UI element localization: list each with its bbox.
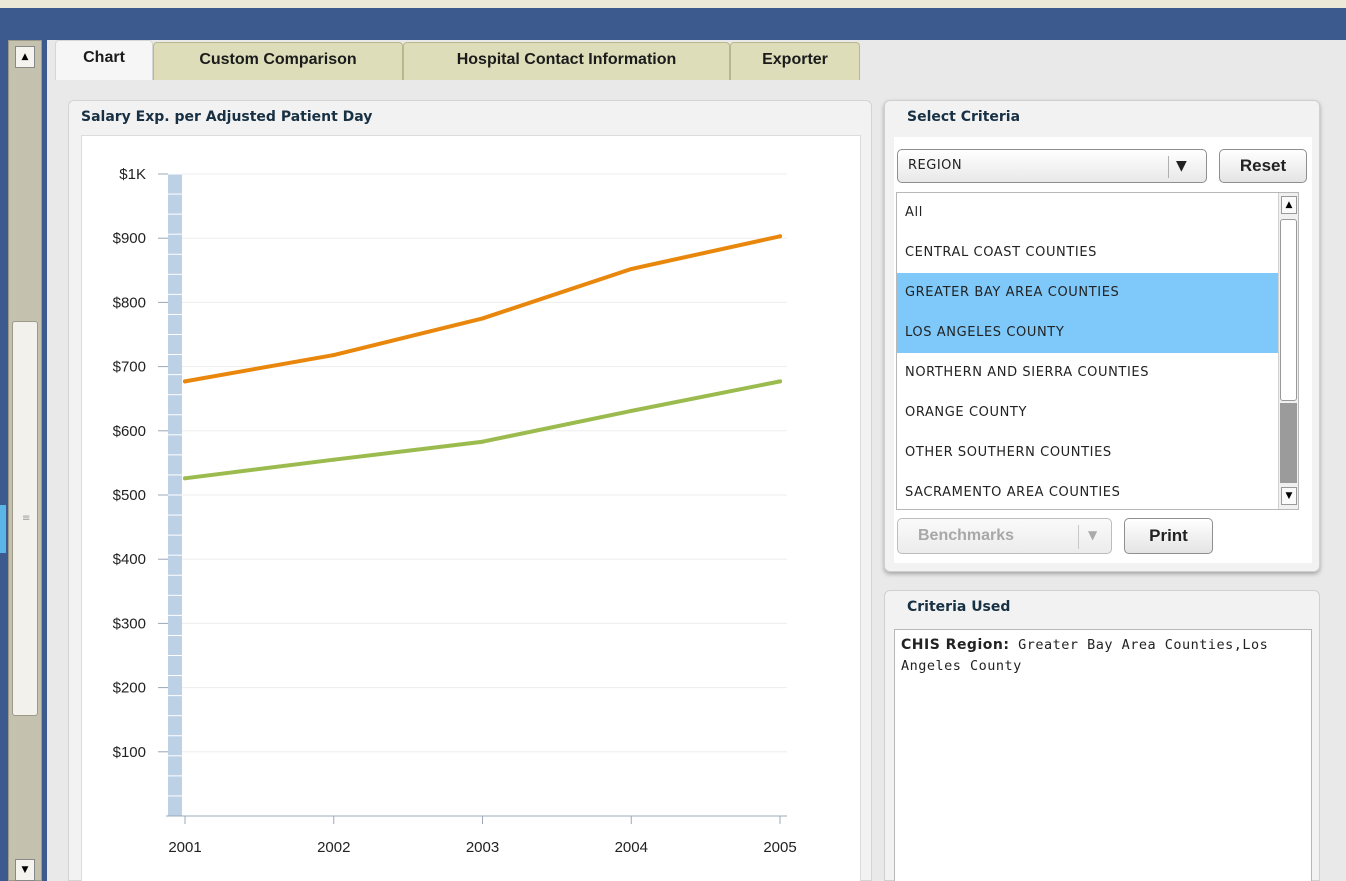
region-list[interactable]: All CENTRAL COAST COUNTIES GREATER BAY A… (896, 192, 1299, 510)
grip-icon: ≡ (22, 513, 31, 524)
select-criteria-title: Select Criteria (907, 109, 1021, 125)
y-tick-label: $500 (113, 487, 146, 504)
list-item-greater-bay-area-counties[interactable]: GREATER BAY AREA COUNTIES (897, 273, 1281, 313)
list-scroll-up-arrow-icon[interactable]: ▲ (1281, 196, 1297, 214)
left-accent-bar (0, 505, 6, 553)
list-scrollbar[interactable]: ▲ ▼ (1278, 193, 1298, 509)
list-item-orange-county[interactable]: ORANGE COUNTY (905, 405, 1028, 420)
y-tick-label: $700 (113, 359, 146, 376)
scroll-up-arrow-icon[interactable]: ▲ (15, 46, 35, 68)
series-1-point (480, 316, 485, 321)
x-tick-label: 2004 (615, 839, 648, 856)
y-tick-label: $800 (113, 294, 146, 311)
list-item-northern-and-sierra-counties[interactable]: NORTHERN AND SIERRA COUNTIES (905, 365, 1150, 380)
series-1-point (629, 267, 634, 272)
x-tick-label: 2002 (317, 839, 350, 856)
tab-chart[interactable]: Chart (55, 40, 153, 80)
criteria-used-body: CHIS Region: Greater Bay Area Counties,L… (894, 629, 1312, 881)
list-item-sacramento-area-counties[interactable]: SACRAMENTO AREA COUNTIES (905, 485, 1121, 500)
list-scroll-down-arrow-icon[interactable]: ▼ (1281, 487, 1297, 505)
print-button[interactable]: Print (1124, 518, 1213, 554)
list-item-all[interactable]: All (905, 205, 923, 220)
series-2-point (778, 379, 782, 384)
series-line-2 (183, 379, 782, 481)
series-2-point (331, 457, 336, 462)
window-top-band (0, 0, 1346, 8)
series-2-point (629, 408, 634, 413)
benchmarks-separator (1078, 525, 1079, 549)
select-criteria-body: REGION ▼ Reset All CENTRAL COAST COUNTIE… (894, 137, 1312, 563)
list-scrollbar-track (1280, 403, 1297, 483)
region-dropdown-value: REGION (908, 158, 963, 173)
list-item-other-southern-counties[interactable]: OTHER SOUTHERN COUNTIES (905, 445, 1112, 460)
select-criteria-panel: Select Criteria REGION ▼ Reset All CENTR… (884, 100, 1320, 572)
list-scrollbar-thumb[interactable] (1280, 219, 1297, 401)
list-item-central-coast-counties[interactable]: CENTRAL COAST COUNTIES (905, 245, 1098, 260)
chevron-down-icon[interactable]: ▼ (1176, 158, 1187, 174)
y-tick-label: $600 (113, 423, 146, 440)
main-panel: Chart Custom Comparison Hospital Contact… (47, 40, 1346, 881)
y-tick-label: $200 (113, 680, 146, 697)
criteria-used-panel: Criteria Used CHIS Region: Greater Bay A… (884, 590, 1320, 881)
y-tick-label: $300 (113, 615, 146, 632)
tab-hospital-contact-information[interactable]: Hospital Contact Information (403, 42, 730, 80)
chart-area: $1K $900 $800 $700 $600 $500 $400 $300 $200 $100 2… (81, 135, 861, 881)
line-chart: $1K $900 $800 $700 $600 $500 $400 $300 $200 $100 2… (113, 166, 797, 856)
criteria-used-title: Criteria Used (907, 599, 1011, 615)
benchmarks-dropdown[interactable]: Benchmarks ▼ (897, 518, 1112, 554)
scroll-down-arrow-icon[interactable]: ▼ (15, 859, 35, 881)
list-item-los-angeles-county[interactable]: LOS ANGELES COUNTY (897, 313, 1281, 353)
chart-panel: Salary Exp. per Adjusted Patient Day $1K… (68, 100, 872, 881)
region-dropdown[interactable]: REGION ▼ (897, 149, 1207, 183)
x-tick-label: 2001 (168, 839, 201, 856)
x-tick-label: 2005 (763, 839, 796, 856)
benchmarks-chevron-down-icon[interactable]: ▼ (1088, 528, 1098, 542)
tab-exporter[interactable]: Exporter (730, 42, 860, 80)
left-scrollbar-thumb[interactable]: ≡ (12, 321, 38, 716)
tab-custom-comparison[interactable]: Custom Comparison (153, 42, 403, 80)
y-tick-label: $100 (113, 744, 146, 761)
benchmarks-label: Benchmarks (918, 527, 1015, 544)
left-scrollbar[interactable]: ▲ ≡ ▼ (8, 40, 42, 881)
y-tick-label: $400 (113, 551, 146, 568)
y-tick-label: $1K (119, 166, 146, 183)
reset-button[interactable]: Reset (1219, 149, 1307, 183)
criteria-value: Greater Bay Area Counties,Los Angeles Co… (901, 637, 1269, 674)
criteria-label: CHIS Region: (901, 637, 1010, 653)
y-tick-label: $900 (113, 230, 146, 247)
series-1-point (778, 234, 782, 239)
series-1-point (183, 379, 187, 384)
chart-title: Salary Exp. per Adjusted Patient Day (81, 109, 373, 125)
series-line-1 (183, 234, 782, 384)
dropdown-separator (1168, 156, 1169, 178)
series-2-point (480, 439, 485, 444)
series-1-point (331, 353, 336, 358)
series-2-point (183, 476, 187, 481)
x-tick-label: 2003 (466, 839, 499, 856)
